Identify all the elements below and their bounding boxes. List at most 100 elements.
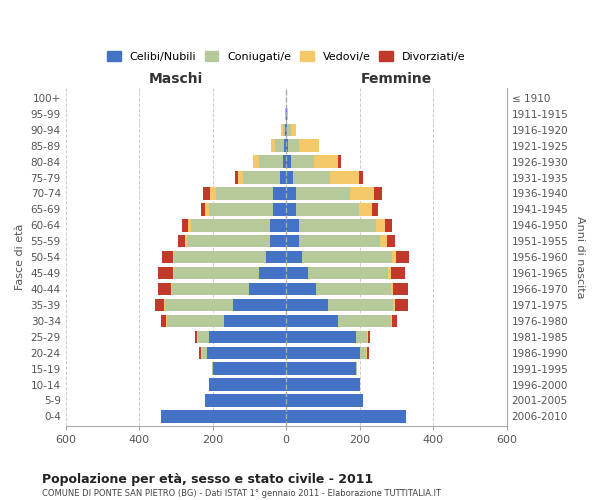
Bar xyxy=(164,298,165,311)
Bar xyxy=(360,346,367,359)
Bar xyxy=(356,362,358,375)
Bar xyxy=(233,298,286,311)
Bar xyxy=(283,124,285,136)
Bar xyxy=(269,219,286,232)
Y-axis label: Fasce di età: Fasce di età xyxy=(15,224,25,290)
Bar xyxy=(243,172,280,183)
Bar xyxy=(161,410,286,422)
Bar xyxy=(178,235,185,248)
Bar xyxy=(281,124,283,136)
Bar xyxy=(167,314,224,327)
Bar xyxy=(269,235,286,248)
Bar xyxy=(197,330,198,343)
Bar xyxy=(161,314,166,327)
Bar xyxy=(210,187,217,200)
Bar xyxy=(205,394,286,406)
Bar xyxy=(286,251,302,264)
Bar xyxy=(286,394,364,406)
Y-axis label: Anni di nascita: Anni di nascita xyxy=(575,216,585,298)
Bar xyxy=(205,203,209,215)
Bar xyxy=(259,267,286,280)
Bar xyxy=(385,219,392,232)
Bar xyxy=(299,140,319,152)
Bar xyxy=(253,156,259,168)
Bar xyxy=(286,267,308,280)
Bar xyxy=(393,283,408,295)
Bar xyxy=(286,156,290,168)
Bar xyxy=(338,314,391,327)
Bar xyxy=(203,187,210,200)
Bar xyxy=(299,235,380,248)
Bar xyxy=(286,314,338,327)
Bar xyxy=(316,283,391,295)
Bar xyxy=(182,219,188,232)
Bar xyxy=(296,187,350,200)
Bar xyxy=(393,298,395,311)
Bar xyxy=(158,283,171,295)
Text: COMUNE DI PONTE SAN PIETRO (BG) - Dati ISTAT 1° gennaio 2011 - Elaborazione TUTT: COMUNE DI PONTE SAN PIETRO (BG) - Dati I… xyxy=(42,489,441,498)
Bar xyxy=(286,219,299,232)
Bar xyxy=(299,219,376,232)
Bar xyxy=(224,314,286,327)
Bar xyxy=(173,267,174,280)
Bar xyxy=(391,283,393,295)
Bar xyxy=(392,251,396,264)
Bar xyxy=(207,346,286,359)
Bar xyxy=(235,172,238,183)
Bar xyxy=(286,298,328,311)
Bar xyxy=(314,156,338,168)
Bar xyxy=(286,378,360,391)
Bar xyxy=(185,235,187,248)
Bar xyxy=(217,187,274,200)
Bar xyxy=(289,140,299,152)
Bar xyxy=(201,203,205,215)
Text: Femmine: Femmine xyxy=(361,72,432,86)
Bar xyxy=(198,330,209,343)
Bar xyxy=(372,203,379,215)
Bar xyxy=(275,140,284,152)
Bar xyxy=(250,283,286,295)
Bar xyxy=(293,172,329,183)
Bar xyxy=(376,219,385,232)
Bar xyxy=(171,283,172,295)
Bar xyxy=(395,298,408,311)
Bar xyxy=(163,251,173,264)
Bar xyxy=(291,124,296,136)
Bar xyxy=(187,235,269,248)
Bar xyxy=(329,172,359,183)
Bar xyxy=(296,203,359,215)
Bar xyxy=(274,187,286,200)
Bar xyxy=(286,140,289,152)
Bar xyxy=(212,362,286,375)
Bar xyxy=(172,283,250,295)
Bar xyxy=(280,172,286,183)
Bar xyxy=(286,172,293,183)
Bar xyxy=(356,330,367,343)
Bar xyxy=(199,346,200,359)
Bar xyxy=(286,203,296,215)
Bar xyxy=(367,330,368,343)
Bar xyxy=(174,267,259,280)
Bar xyxy=(286,235,299,248)
Bar xyxy=(302,251,392,264)
Bar xyxy=(271,140,275,152)
Bar xyxy=(367,346,368,359)
Bar xyxy=(165,298,233,311)
Bar xyxy=(188,219,191,232)
Bar xyxy=(285,124,286,136)
Bar xyxy=(286,124,287,136)
Bar xyxy=(238,172,243,183)
Bar xyxy=(200,346,202,359)
Bar xyxy=(158,267,173,280)
Bar xyxy=(286,410,406,422)
Bar xyxy=(196,330,197,343)
Bar xyxy=(380,235,386,248)
Bar xyxy=(274,203,286,215)
Bar xyxy=(286,346,360,359)
Bar xyxy=(391,314,392,327)
Legend: Celibi/Nubili, Coniugati/e, Vedovi/e, Divorziati/e: Celibi/Nubili, Coniugati/e, Vedovi/e, Di… xyxy=(103,46,469,66)
Bar xyxy=(209,330,286,343)
Bar xyxy=(350,187,374,200)
Bar xyxy=(388,267,391,280)
Bar xyxy=(259,156,283,168)
